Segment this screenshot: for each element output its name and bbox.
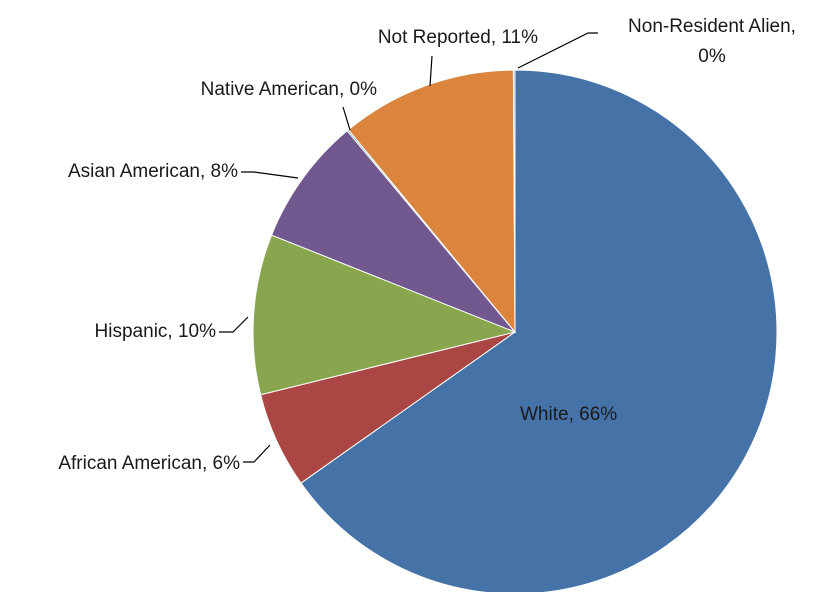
data-label-white: White, 66% bbox=[520, 404, 617, 425]
leader-line-native-american bbox=[342, 106, 351, 131]
pie-slice-asian-american bbox=[270, 130, 516, 333]
data-label-asian-american: Asian American, 8% bbox=[68, 161, 238, 182]
leader-line-hispanic bbox=[219, 316, 249, 333]
leader-line-not-reported bbox=[429, 55, 433, 87]
pie-slice-non-resident-alien bbox=[512, 69, 516, 333]
data-label-native-american: Native American, 0% bbox=[201, 79, 377, 100]
leader-line-non-resident-alien bbox=[517, 32, 598, 69]
data-label-not-reported: Not Reported, 11% bbox=[378, 27, 538, 48]
data-label-hispanic: Hispanic, 10% bbox=[95, 321, 217, 342]
leader-line-african-american bbox=[243, 444, 271, 463]
pie-slices bbox=[252, 69, 778, 592]
data-label-african-american: African American, 6% bbox=[58, 453, 240, 474]
data-label-non-resident-alien-line1: Non-Resident Alien, bbox=[628, 16, 796, 37]
data-labels: White, 66% African American, 6% Hispanic, … bbox=[58, 16, 796, 474]
data-label-non-resident-alien-line2: 0% bbox=[698, 46, 726, 67]
pie-slice-white bbox=[300, 69, 778, 592]
leader-line-asian-american bbox=[241, 171, 299, 179]
pie-slice-hispanic bbox=[252, 234, 517, 396]
pie-slice-not-reported bbox=[347, 69, 516, 334]
leader-lines bbox=[219, 32, 598, 463]
